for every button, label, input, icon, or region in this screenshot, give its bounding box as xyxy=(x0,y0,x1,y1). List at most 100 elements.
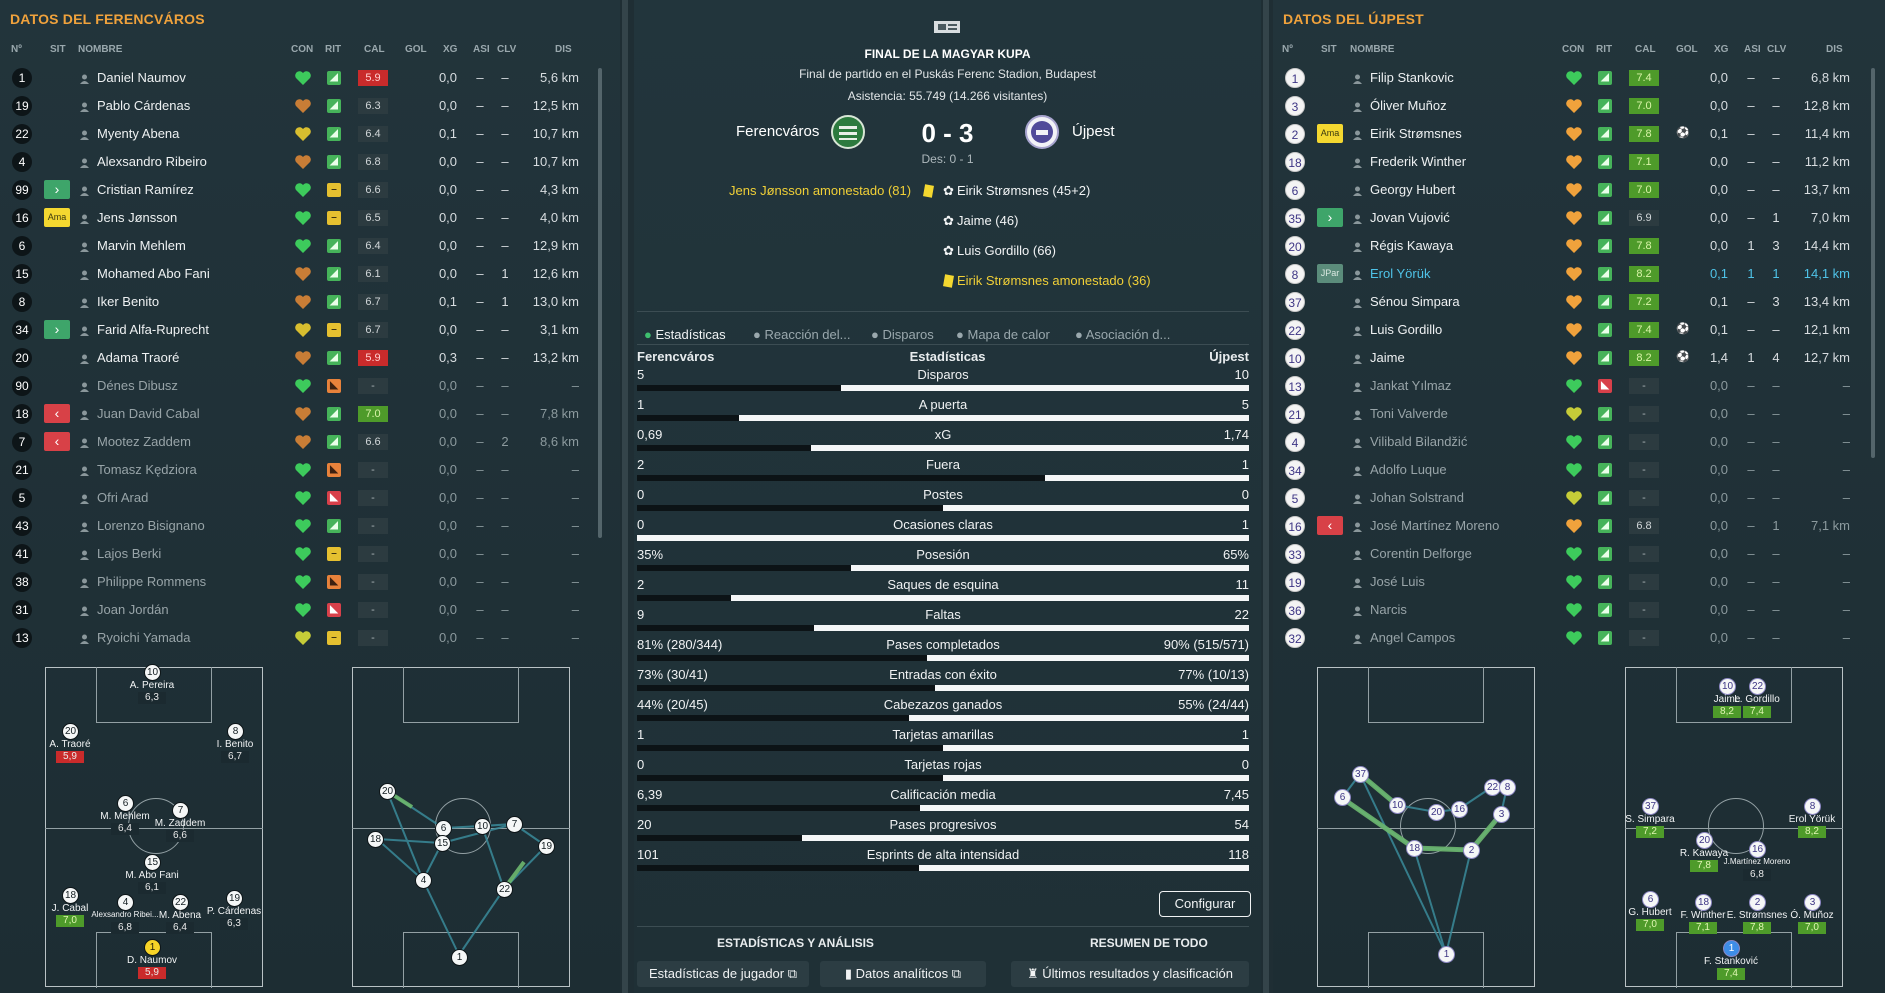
col-name[interactable]: NOMBRE xyxy=(1350,44,1395,55)
network-player-node[interactable]: 20 xyxy=(379,783,396,800)
player-name[interactable]: Philippe Rommens xyxy=(97,574,207,589)
network-player-node[interactable]: 4 xyxy=(415,872,432,889)
table-row[interactable]: 21 Tomasz Kędziora ◣ - 0,0 – – – xyxy=(0,456,620,484)
player-name[interactable]: Lajos Berki xyxy=(97,546,162,561)
formation-player-node[interactable]: 18 xyxy=(62,887,79,904)
network-player-node[interactable]: 22 xyxy=(1484,779,1501,796)
player-name[interactable]: Adolfo Luque xyxy=(1370,462,1447,477)
player-name[interactable]: Angel Campos xyxy=(1370,630,1456,645)
table-row[interactable]: 1 Daniel Naumov ◢ 5.9 0,0 – – 5,6 km xyxy=(0,64,620,92)
col-num[interactable]: Nº xyxy=(11,44,22,55)
tab-asociacion[interactable]: ● Asociación d... xyxy=(1075,327,1171,342)
col-gol[interactable]: GOL xyxy=(405,44,427,55)
player-name[interactable]: José Luis xyxy=(1370,574,1425,589)
formation-player-node[interactable]: 22 xyxy=(172,894,189,911)
formation-player-node[interactable]: 18 xyxy=(1695,894,1712,911)
results-button[interactable]: ♜ Últimos resultados y clasificación xyxy=(1011,961,1249,987)
col-name[interactable]: NOMBRE xyxy=(78,44,123,55)
away-team-name[interactable]: Újpest xyxy=(1072,123,1115,140)
player-name[interactable]: Jaime xyxy=(1370,350,1405,365)
col-cal[interactable]: CAL xyxy=(364,44,385,55)
player-name[interactable]: Luis Gordillo xyxy=(1370,322,1443,337)
table-row[interactable]: 13 Jankat Yılmaz ◣ - 0,0 – – – xyxy=(1273,372,1885,400)
tab-disparos[interactable]: ● Disparos xyxy=(871,327,934,342)
col-clv[interactable]: CLV xyxy=(1767,44,1787,55)
network-player-node[interactable]: 20 xyxy=(1428,804,1445,821)
table-row[interactable]: 5 Johan Solstrand ◢ - 0,0 – – – xyxy=(1273,484,1885,512)
away-goal-event[interactable]: ✿ Luis Gordillo (66) xyxy=(943,243,1056,258)
table-row[interactable]: 19 José Luis ◢ - 0,0 – – – xyxy=(1273,568,1885,596)
table-row[interactable]: 19 Pablo Cárdenas ◢ 6.3 0,0 – – 12,5 km xyxy=(0,92,620,120)
right-divider[interactable] xyxy=(1263,0,1269,993)
network-player-node[interactable]: 19 xyxy=(538,838,555,855)
col-rit[interactable]: RIT xyxy=(1596,44,1613,55)
player-name[interactable]: Georgy Hubert xyxy=(1370,182,1456,197)
table-row[interactable]: 6 Marvin Mehlem ◢ 6.4 0,0 – – 12,9 km xyxy=(0,232,620,260)
col-con[interactable]: CON xyxy=(1562,44,1585,55)
formation-player-node[interactable]: 22 xyxy=(1749,678,1766,695)
away-goal-event[interactable]: ✿ Jaime (46) xyxy=(943,213,1019,228)
network-player-node[interactable]: 16 xyxy=(1451,801,1468,818)
col-num[interactable]: Nº xyxy=(1282,44,1293,55)
col-dis[interactable]: DIS xyxy=(1826,44,1843,55)
formation-player-node[interactable]: 2 xyxy=(1749,894,1766,911)
left-divider[interactable] xyxy=(622,0,628,993)
col-gol[interactable]: GOL xyxy=(1676,44,1698,55)
away-card-event[interactable]: Eirik Strømsnes amonestado (36) xyxy=(943,273,1151,288)
player-name[interactable]: Johan Solstrand xyxy=(1370,490,1464,505)
table-row[interactable]: 8 Iker Benito ◢ 6.7 0,1 – 1 13,0 km xyxy=(0,288,620,316)
table-row[interactable]: 22 Myenty Abena ◢ 6.4 0,1 – – 10,7 km xyxy=(0,120,620,148)
home-event[interactable]: Jens Jønsson amonestado (81) xyxy=(729,183,912,198)
table-row[interactable]: 7 ‹ Mootez Zaddem ◢ 6.6 0,0 – 2 8,6 km xyxy=(0,428,620,456)
table-row[interactable]: 16 ‹ José Martínez Moreno ◢ 6.8 0,0 – 1 7,1 km xyxy=(1273,512,1885,540)
table-row[interactable]: 20 Régis Kawaya ◢ 7.8 0,0 1 3 14,4 km xyxy=(1273,232,1885,260)
player-name[interactable]: Jens Jønsson xyxy=(97,210,178,225)
table-row[interactable]: 21 Toni Valverde ◢ - 0,0 – – – xyxy=(1273,400,1885,428)
player-name[interactable]: Corentin Delforge xyxy=(1370,546,1472,561)
player-name[interactable]: Vilibald Bilandžić xyxy=(1370,434,1468,449)
home-crest-icon[interactable] xyxy=(830,114,866,150)
player-name[interactable]: Iker Benito xyxy=(97,294,160,309)
player-name[interactable]: Mohamed Abo Fani xyxy=(97,266,210,281)
network-player-node[interactable]: 18 xyxy=(1406,840,1423,857)
network-player-node[interactable]: 2 xyxy=(1463,842,1480,859)
col-sit[interactable]: SIT xyxy=(1321,44,1337,55)
table-row[interactable]: 99 › Cristian Ramírez – 6.6 0,0 – – 4,3 km xyxy=(0,176,620,204)
table-row[interactable]: 5 Ofri Arad ◣ - 0,0 – – – xyxy=(0,484,620,512)
home-list-scrollbar[interactable] xyxy=(598,68,602,538)
tab-reaccion[interactable]: ● Reacción del... xyxy=(753,327,851,342)
player-name[interactable]: Jovan Vujović xyxy=(1370,210,1450,225)
table-row[interactable]: 15 Mohamed Abo Fani ◢ 6.1 0,0 – 1 12,6 km xyxy=(0,260,620,288)
network-player-node[interactable]: 10 xyxy=(474,818,491,835)
network-player-node[interactable]: 18 xyxy=(367,831,384,848)
player-name[interactable]: Sénou Simpara xyxy=(1370,294,1460,309)
player-name[interactable]: Cristian Ramírez xyxy=(97,182,194,197)
col-asi[interactable]: ASI xyxy=(1744,44,1761,55)
network-player-node[interactable]: 22 xyxy=(496,881,513,898)
formation-player-node[interactable]: 19 xyxy=(226,890,243,907)
player-name[interactable]: Joan Jordán xyxy=(97,602,169,617)
tab-mapa-calor[interactable]: ● Mapa de calor xyxy=(956,327,1050,342)
table-row[interactable]: 34 › Farid Alfa-Ruprecht – 6.7 0,0 – – 3,1 km xyxy=(0,316,620,344)
player-name[interactable]: Jankat Yılmaz xyxy=(1370,378,1452,393)
formation-player-node[interactable]: 10 xyxy=(144,664,161,681)
formation-player-node[interactable]: 6 xyxy=(117,795,134,812)
player-name[interactable]: Alexsandro Ribeiro xyxy=(97,154,207,169)
formation-player-node[interactable]: 7 xyxy=(172,802,189,819)
table-row[interactable]: 33 Corentin Delforge ◢ - 0,0 – – – xyxy=(1273,540,1885,568)
network-player-node[interactable]: 8 xyxy=(1499,779,1516,796)
formation-player-node[interactable]: 1 xyxy=(144,939,161,956)
table-row[interactable]: 22 Luis Gordillo ◢ 7.4 ⚽ 0,1 – – 12,1 km xyxy=(1273,316,1885,344)
away-crest-icon[interactable] xyxy=(1024,114,1060,150)
formation-player-node[interactable]: 20 xyxy=(62,723,79,740)
player-name[interactable]: Régis Kawaya xyxy=(1370,238,1454,253)
player-name[interactable]: Ofri Arad xyxy=(97,490,149,505)
player-name[interactable]: Adama Traoré xyxy=(97,350,180,365)
col-asi[interactable]: ASI xyxy=(473,44,490,55)
network-player-node[interactable]: 15 xyxy=(434,835,451,852)
table-row[interactable]: 43 Lorenzo Bisignano ◢ - 0,0 – – – xyxy=(0,512,620,540)
col-rit[interactable]: RIT xyxy=(325,44,342,55)
table-row[interactable]: 32 Angel Campos ◢ - 0,0 – – – xyxy=(1273,624,1885,652)
table-row[interactable]: 31 Joan Jordán ◣ - 0,0 – – – xyxy=(0,596,620,624)
table-row[interactable]: 90 Dénes Dibusz ◣ - 0,0 – – – xyxy=(0,372,620,400)
